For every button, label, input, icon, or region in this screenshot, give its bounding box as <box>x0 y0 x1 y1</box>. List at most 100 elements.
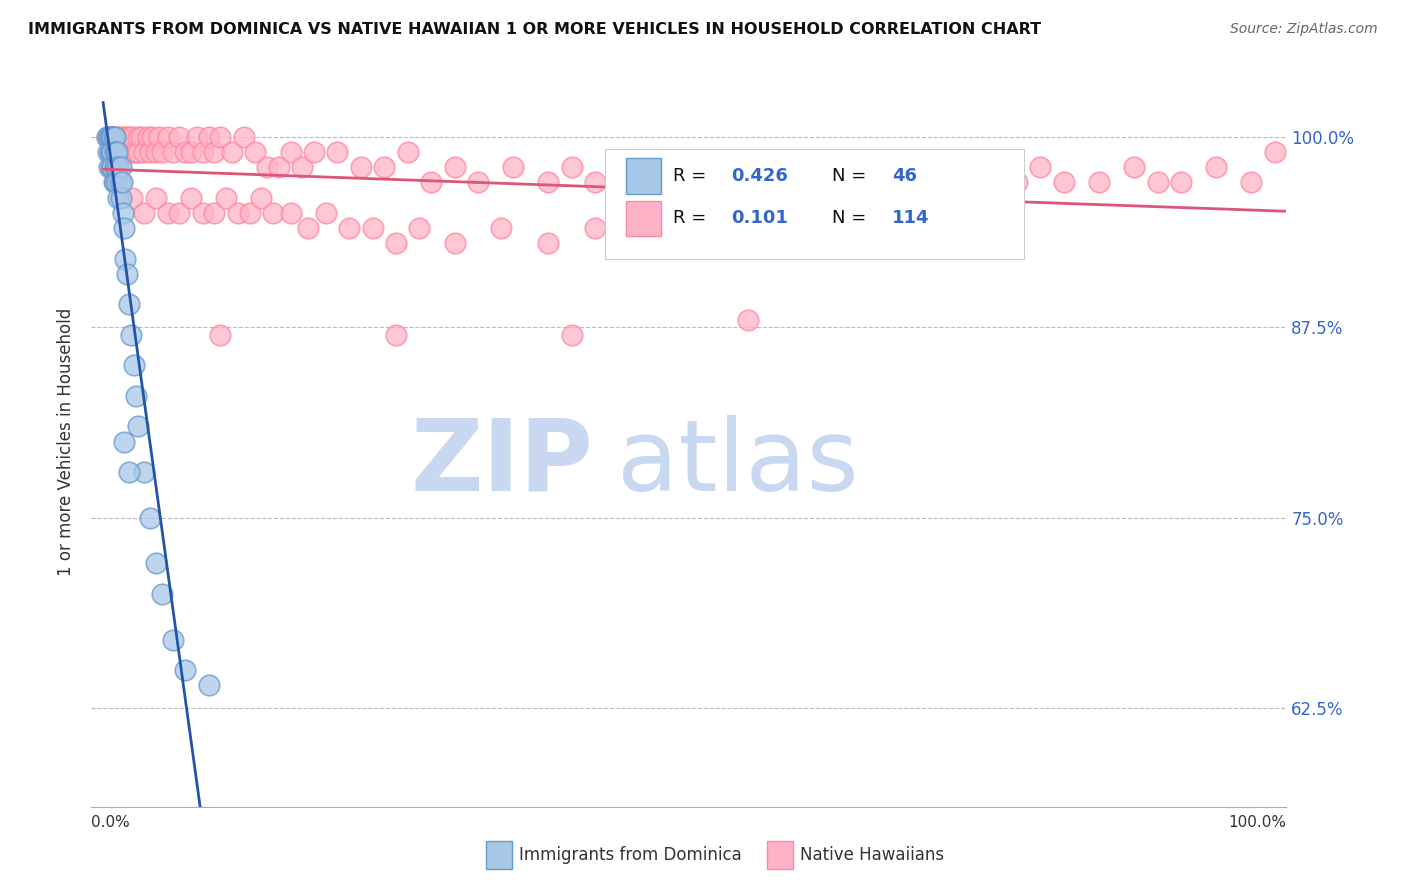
Point <box>107 191 129 205</box>
Point <box>1053 176 1076 190</box>
Point <box>443 236 465 251</box>
Point <box>98 129 121 144</box>
Point <box>112 145 135 159</box>
Point <box>209 129 232 144</box>
Point <box>107 161 129 175</box>
Text: IMMIGRANTS FROM DOMINICA VS NATIVE HAWAIIAN 1 OR MORE VEHICLES IN HOUSEHOLD CORR: IMMIGRANTS FROM DOMINICA VS NATIVE HAWAI… <box>28 22 1042 37</box>
Point <box>120 327 142 342</box>
Point <box>619 176 641 190</box>
Point <box>737 236 759 251</box>
Point <box>105 161 127 175</box>
Text: N =: N = <box>832 167 872 185</box>
Point <box>631 236 654 251</box>
Point <box>103 129 125 144</box>
Point <box>583 176 606 190</box>
Point <box>1205 161 1227 175</box>
Point <box>127 145 149 159</box>
Text: Native Hawaiians: Native Hawaiians <box>800 846 945 863</box>
Point <box>297 221 319 235</box>
Point <box>232 129 254 144</box>
Point <box>121 191 143 205</box>
Point <box>250 191 273 205</box>
Point <box>104 161 127 175</box>
Point <box>202 206 225 220</box>
Point <box>132 465 156 479</box>
Point <box>121 129 143 144</box>
Point <box>156 206 179 220</box>
Point <box>122 359 145 373</box>
Point <box>100 129 122 144</box>
Point <box>361 221 384 235</box>
Point <box>101 129 124 144</box>
Point <box>467 176 489 190</box>
Point <box>396 145 419 159</box>
Bar <box>766 841 793 869</box>
Point <box>561 161 583 175</box>
Point <box>104 145 127 159</box>
Point <box>737 161 759 175</box>
Text: 0.0%: 0.0% <box>91 815 131 830</box>
Y-axis label: 1 or more Vehicles in Household: 1 or more Vehicles in Household <box>58 308 76 575</box>
Point <box>1146 176 1168 190</box>
Point <box>169 206 191 220</box>
Point <box>337 221 360 235</box>
Point <box>794 236 817 251</box>
Point <box>104 129 127 144</box>
Text: 0.426: 0.426 <box>731 167 787 185</box>
Point <box>96 129 118 144</box>
Text: Source: ZipAtlas.com: Source: ZipAtlas.com <box>1230 22 1378 37</box>
Point <box>191 145 214 159</box>
Point <box>108 176 131 190</box>
Point <box>1264 145 1286 159</box>
Point <box>110 161 132 175</box>
Point <box>186 129 208 144</box>
Point <box>912 176 935 190</box>
Point <box>110 191 132 205</box>
Point <box>1123 161 1146 175</box>
Point <box>221 145 243 159</box>
Point <box>420 176 443 190</box>
Point <box>162 145 184 159</box>
Text: 100.0%: 100.0% <box>1229 815 1286 830</box>
Point <box>97 145 120 159</box>
Point <box>267 161 290 175</box>
Point <box>107 145 129 159</box>
Point <box>772 176 794 190</box>
Point <box>1029 161 1052 175</box>
Point <box>115 145 138 159</box>
Point <box>96 129 118 144</box>
Point <box>120 145 142 159</box>
Bar <box>626 159 661 194</box>
Point <box>583 221 606 235</box>
Point <box>245 145 267 159</box>
Text: R =: R = <box>673 167 713 185</box>
Point <box>132 145 156 159</box>
Point <box>150 145 173 159</box>
Point <box>114 252 136 266</box>
Point <box>112 129 135 144</box>
Point <box>256 161 278 175</box>
Point <box>105 145 128 159</box>
Text: Immigrants from Dominica: Immigrants from Dominica <box>519 846 742 863</box>
Point <box>124 145 146 159</box>
Point <box>226 206 249 220</box>
Text: 0.101: 0.101 <box>731 210 787 227</box>
Point <box>537 236 560 251</box>
Point <box>104 176 127 190</box>
Point <box>105 129 128 144</box>
Point <box>115 267 138 281</box>
Point <box>191 206 214 220</box>
Point <box>118 297 141 311</box>
Point <box>105 145 127 159</box>
Point <box>408 221 430 235</box>
Point <box>162 632 184 647</box>
Point <box>101 161 124 175</box>
Point <box>202 145 225 159</box>
Point <box>853 221 876 235</box>
Point <box>100 161 122 175</box>
Text: 46: 46 <box>891 167 917 185</box>
Point <box>118 129 141 144</box>
Point <box>180 191 202 205</box>
Point <box>145 557 167 571</box>
Point <box>174 145 197 159</box>
